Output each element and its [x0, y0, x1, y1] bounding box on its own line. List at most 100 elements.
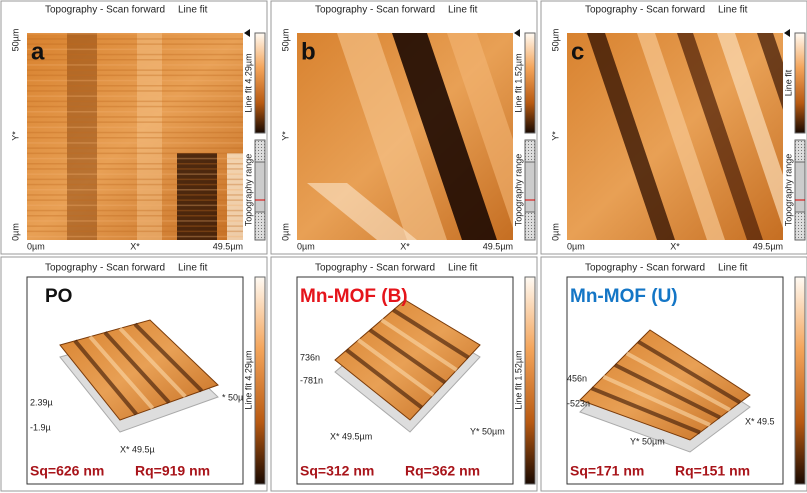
scan-line — [27, 59, 243, 61]
sample-label: PO — [45, 286, 72, 307]
scan-line — [27, 101, 243, 103]
y-axis-label: 50µm — [550, 29, 560, 52]
panel-header: Topography - Scan forward — [585, 5, 705, 16]
y-axis-label: 50µm — [280, 29, 290, 52]
range-window — [795, 162, 805, 212]
rq-label: Rq=362 nm — [405, 463, 480, 479]
scan-line — [27, 85, 243, 87]
scan-line — [27, 168, 243, 170]
sq-label: Sq=171 nm — [570, 463, 644, 479]
x-axis-label: X* — [670, 241, 680, 251]
y-axis-label: 50µm — [10, 29, 20, 52]
scan-line — [27, 163, 243, 165]
scan-line — [27, 80, 243, 82]
colorbar — [525, 33, 535, 133]
scan-line — [27, 43, 243, 45]
marker — [514, 29, 520, 37]
marker — [244, 29, 250, 37]
range-window — [525, 162, 535, 212]
scan-line — [27, 231, 243, 233]
x-axis-label: 49.5µm — [483, 241, 513, 251]
scan-line — [27, 142, 243, 144]
scan-line — [27, 179, 243, 181]
rq-label: Rq=151 nm — [675, 463, 750, 479]
z-min-label: -1.9µ — [30, 422, 51, 432]
scan-line — [27, 49, 243, 51]
y-axis-label: Y* — [280, 131, 290, 141]
scan-line — [27, 147, 243, 149]
scan-line — [27, 95, 243, 97]
x-axis-label: 0µm — [27, 241, 45, 251]
y-axis-label: 0µm — [550, 223, 560, 241]
panel-header: Topography - Scan forward — [585, 263, 705, 274]
scan-line — [27, 184, 243, 186]
panel-mode: Line fit — [178, 5, 208, 16]
range-window — [255, 162, 265, 212]
z-min-label: -781n — [300, 375, 323, 385]
x-axis-label: 49.5µm — [213, 241, 243, 251]
panel-letter: a — [31, 38, 45, 65]
panel-letter: c — [571, 38, 584, 65]
z-max-label: 456n — [567, 373, 587, 383]
colorbar-label: Line fit 1.52µm — [513, 350, 523, 409]
scan-line — [27, 220, 243, 222]
y-axis-label: 0µm — [10, 223, 20, 241]
z-max-label: 736n — [300, 352, 320, 362]
scan-line — [27, 199, 243, 201]
panel-mode: Line fit — [718, 263, 748, 274]
range-label: Topography range — [783, 154, 793, 227]
scan-line — [27, 33, 243, 35]
scan-line — [27, 210, 243, 212]
scan-line — [27, 127, 243, 129]
scan-line — [27, 69, 243, 71]
sq-label: Sq=626 nm — [30, 463, 104, 479]
x-axis-label: X* 49.5 — [745, 416, 775, 426]
panel-letter: b — [301, 38, 316, 65]
colorbar-label: Line fit 4.29µm — [243, 53, 253, 112]
range-label: Topography range — [513, 154, 523, 227]
rq-label: Rq=919 nm — [135, 463, 210, 479]
texture-band — [137, 33, 162, 240]
scan-line — [27, 54, 243, 56]
x-axis-label: 0µm — [567, 241, 585, 251]
colorbar-label: Line fit 4.29µm — [243, 350, 253, 409]
sample-label: Mn-MOF (U) — [570, 286, 678, 307]
scan-line — [27, 75, 243, 77]
scan-line — [27, 189, 243, 191]
x-axis-label: X* 49.5µ — [120, 444, 155, 454]
x-axis-label: X* 49.5µm — [330, 431, 372, 441]
scan-line — [27, 64, 243, 66]
scan-line — [27, 137, 243, 139]
panel-mode: Line fit — [448, 5, 478, 16]
scan-line — [27, 38, 243, 40]
panel-mode: Line fit — [718, 5, 748, 16]
x-axis-label: X* — [400, 241, 410, 251]
panel-header: Topography - Scan forward — [45, 5, 165, 16]
y-axis-label: Y* — [10, 131, 20, 141]
scan-line — [27, 153, 243, 155]
texture-band — [177, 153, 217, 240]
range-label: Topography range — [243, 154, 253, 227]
scan-line — [27, 132, 243, 134]
sq-label: Sq=312 nm — [300, 463, 374, 479]
panel-mode: Line fit — [448, 263, 478, 274]
y-axis-label: Y* 50µm — [630, 436, 665, 446]
scan-line — [27, 236, 243, 238]
colorbar — [525, 277, 535, 484]
colorbar — [255, 33, 265, 133]
scan-line — [27, 225, 243, 227]
scan-line — [27, 106, 243, 108]
scan-line — [27, 194, 243, 196]
figure: Topography - Scan forward Line fit a 50µm Y*… — [0, 0, 807, 493]
scan-line — [27, 90, 243, 92]
scan-line — [27, 215, 243, 217]
scan-line — [27, 121, 243, 123]
colorbar — [795, 33, 805, 133]
colorbar — [795, 277, 805, 484]
y-axis-label: Y* 50µm — [470, 426, 505, 436]
x-axis-label: X* — [130, 241, 140, 251]
scan-line — [27, 111, 243, 113]
scan-line — [27, 158, 243, 160]
y-axis-label: * 50µ — [222, 392, 243, 402]
colorbar-label: Line fit 1.52µm — [513, 53, 523, 112]
